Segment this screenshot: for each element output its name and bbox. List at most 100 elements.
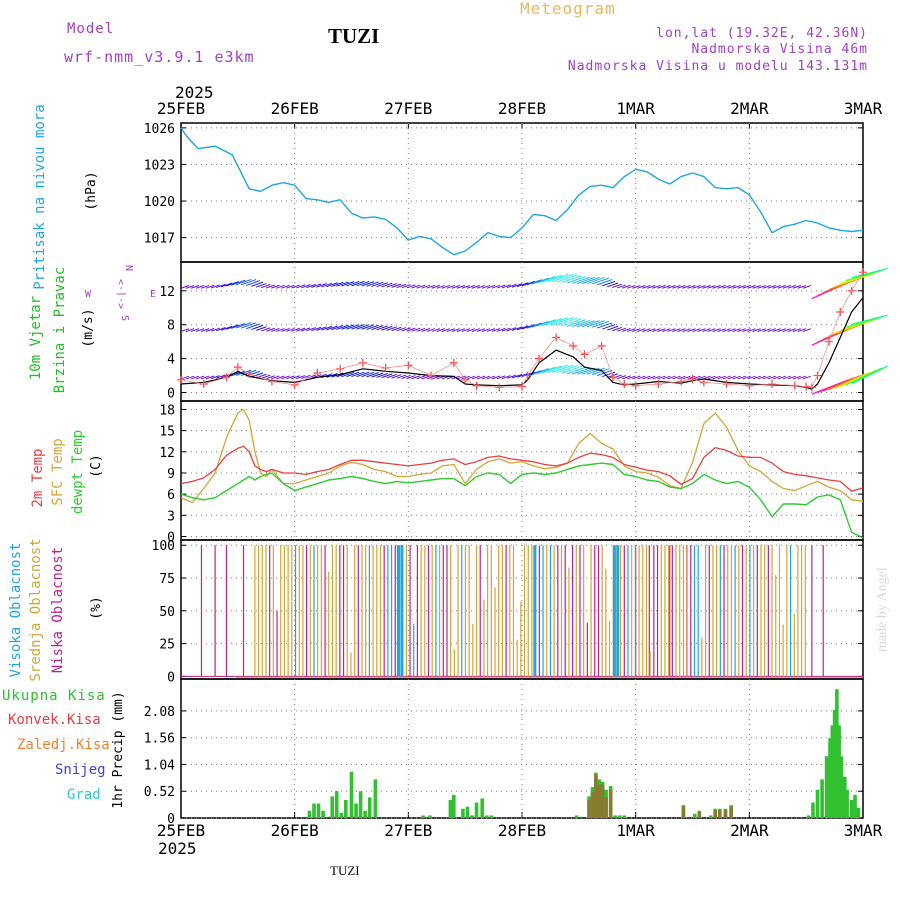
wind-arrow	[732, 328, 741, 332]
model-elevation-label: Nadmorska Visina u modelu 143.131m	[568, 59, 868, 74]
wind-arrow	[341, 324, 355, 330]
wind-arrow	[195, 375, 205, 380]
wind-arrow	[521, 280, 536, 287]
precip-bar-conv	[713, 810, 718, 818]
precip-bar-conv	[597, 784, 602, 818]
wind-arrow	[491, 375, 501, 380]
precip-bar-total	[835, 689, 839, 818]
wind-arrow	[291, 327, 300, 332]
wind-arrow	[235, 322, 252, 329]
precip-yticks: 0 0.52 1.04 1.56 2.08	[144, 705, 863, 827]
model-name: wrf-nmm_v3.9.1 e3km	[64, 48, 255, 66]
wind-arrow	[802, 328, 811, 332]
wind-arrow	[692, 285, 701, 289]
ytick-label: 12	[159, 285, 175, 300]
precip-bar-total	[815, 789, 820, 818]
wind-arrow	[471, 328, 481, 332]
wind-arrow	[476, 375, 486, 380]
wind-arrow	[662, 375, 671, 380]
wind-arrow	[747, 285, 756, 289]
wind-arrow	[622, 284, 631, 289]
station-title: TUZI	[328, 24, 379, 48]
wind-arrow	[732, 285, 741, 289]
wind-arrow	[742, 328, 751, 332]
wind-arrow	[251, 372, 264, 378]
year-top: 2025	[175, 83, 214, 102]
wind-arrow	[772, 375, 781, 380]
wind-arrow	[687, 285, 696, 289]
wind-arrow	[381, 325, 393, 331]
wind-arrow	[230, 279, 246, 286]
cloud-bar-high	[396, 545, 400, 677]
cloud-ylabel: (%)	[89, 596, 104, 619]
wind-arrow	[582, 276, 600, 284]
wind-arrow	[210, 327, 220, 332]
wind-arrow	[787, 328, 796, 332]
precip-bar-total	[830, 725, 835, 818]
wind-arrow	[220, 282, 233, 288]
wind-arrow	[326, 282, 338, 288]
wind-arrow	[762, 285, 771, 289]
wind-arrow	[551, 317, 574, 326]
wind-title: 10m Vjetar	[28, 296, 44, 380]
wind-arrow	[441, 328, 450, 332]
wind-arrow	[652, 328, 661, 332]
legend-total: Ukupna Kisa	[2, 688, 106, 704]
wind-arrow	[516, 325, 529, 331]
wind-arrow	[672, 285, 681, 289]
wind-arrow	[346, 324, 360, 330]
wind-arrow	[722, 328, 731, 332]
wind-arrow	[185, 375, 195, 380]
wind-arrow	[361, 371, 375, 378]
wind-arrow	[511, 283, 523, 288]
wind-arrow	[471, 375, 481, 380]
wind-arrow	[697, 285, 706, 289]
ytick-label: 0	[167, 670, 175, 685]
wind-arrow	[451, 328, 460, 332]
wind-arrow	[727, 328, 736, 332]
wind-arrow	[561, 275, 582, 283]
wind-arrow	[190, 328, 200, 332]
precip-bar-total	[452, 794, 456, 818]
wind-arrow	[466, 284, 476, 289]
legend-conv: Konvek.Kisa	[8, 712, 101, 728]
precip-bar-total	[428, 815, 432, 818]
wind-arrow	[311, 374, 322, 379]
wind-arrow	[421, 375, 431, 380]
wind-arrow	[241, 322, 257, 329]
wind-arrow	[205, 375, 215, 380]
wind-arrow	[351, 324, 365, 330]
wind-arrow	[566, 276, 586, 284]
precip-bar-total	[856, 807, 861, 818]
wind-arrow	[281, 375, 290, 380]
wind-arrow	[386, 283, 397, 288]
wind-gust-line	[180, 272, 864, 388]
temp-title-sfc: SFC Temp	[50, 438, 66, 505]
wind-arrow	[180, 375, 190, 380]
wind-arrow	[431, 284, 440, 289]
wind-arrow	[276, 375, 285, 380]
wind-arrow	[792, 375, 801, 380]
wind-arrow	[546, 273, 569, 283]
wind-arrow	[526, 322, 542, 329]
wind-arrow	[411, 375, 421, 380]
wind-arrow	[316, 326, 327, 331]
wind-arrow	[276, 328, 285, 332]
wind-fan-arrow	[851, 314, 888, 325]
wind-arrow	[802, 375, 811, 380]
precip-bar-total	[344, 799, 348, 818]
wind-arrow	[331, 281, 344, 287]
wind-arrow	[777, 285, 786, 289]
wind-arrow	[627, 328, 636, 332]
precip-bar-total	[316, 803, 321, 818]
precip-bar-total	[363, 810, 367, 818]
ytick-label: 25	[159, 638, 175, 653]
wind-gust-point	[859, 268, 867, 277]
wind-arrow	[662, 328, 671, 332]
date-bottom-5: 2MAR	[730, 821, 769, 840]
wind-arrow	[225, 324, 239, 330]
wind-arrow	[767, 375, 776, 380]
wind-arrow	[246, 323, 261, 330]
wind-arrow	[316, 283, 327, 288]
wind-arrow	[757, 285, 766, 289]
